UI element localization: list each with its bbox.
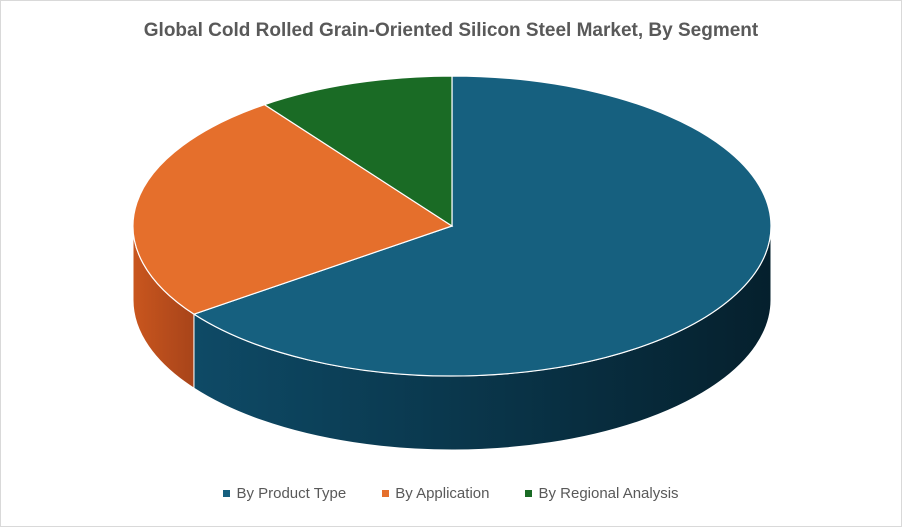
legend-item-regional-analysis: By Regional Analysis (525, 485, 679, 502)
pie-slice-application (132, 103, 454, 315)
legend-item-product-type: By Product Type (223, 485, 346, 502)
legend-label-product-type: By Product Type (236, 485, 347, 502)
legend-swatch-application (382, 490, 390, 497)
pie-slice-product-type (192, 75, 772, 377)
legend-swatch-regional-analysis (525, 490, 533, 497)
legend-item-application: By Application (382, 485, 489, 502)
legend-label-application: By Application (395, 485, 490, 502)
legend: By Product Type By Application By Region… (1, 485, 901, 502)
chart-title: Global Cold Rolled Grain-Oriented Silico… (143, 20, 759, 41)
legend-label-regional-analysis: By Regional Analysis (538, 485, 679, 502)
pie-slice-regional-analysis (263, 75, 453, 228)
legend-swatch-product-type (223, 490, 231, 497)
